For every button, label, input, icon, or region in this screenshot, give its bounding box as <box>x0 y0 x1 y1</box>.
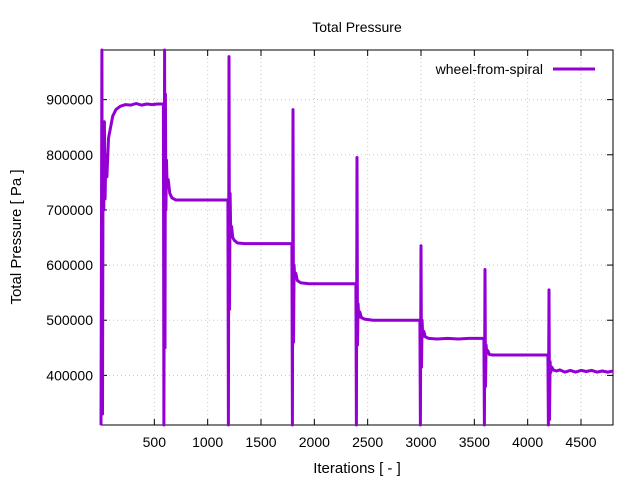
x-tick-label: 4000 <box>512 434 543 450</box>
y-tick-label: 600000 <box>46 257 93 273</box>
y-tick-label: 700000 <box>46 202 93 218</box>
chart-title: Total Pressure <box>312 19 402 35</box>
x-tick-label: 3000 <box>405 434 436 450</box>
x-axis-ticks: 500 1000 1500 2000 2500 3000 3500 4000 4500 <box>143 50 597 450</box>
x-tick-label: 4500 <box>565 434 596 450</box>
y-axis-label: Total Pressure [ Pa ] <box>8 169 25 304</box>
x-tick-label: 1500 <box>245 434 276 450</box>
x-tick-label: 2000 <box>299 434 330 450</box>
series-layer <box>99 48 614 427</box>
x-tick-label: 3500 <box>459 434 490 450</box>
y-axis-ticks: 400000 500000 600000 700000 800000 900000 <box>46 92 613 383</box>
y-tick-label: 400000 <box>46 367 93 383</box>
x-tick-label: 2500 <box>352 434 383 450</box>
y-tick-label: 800000 <box>46 147 93 163</box>
legend-label: wheel-from-spiral <box>435 61 543 77</box>
series-line-wheel-from-spiral <box>99 48 614 427</box>
x-tick-label: 500 <box>143 434 167 450</box>
x-axis-label: Iterations [ - ] <box>313 460 401 477</box>
x-tick-label: 1000 <box>192 434 223 450</box>
legend: wheel-from-spiral <box>435 61 595 77</box>
y-tick-label: 500000 <box>46 312 93 328</box>
y-tick-label: 900000 <box>46 92 93 108</box>
